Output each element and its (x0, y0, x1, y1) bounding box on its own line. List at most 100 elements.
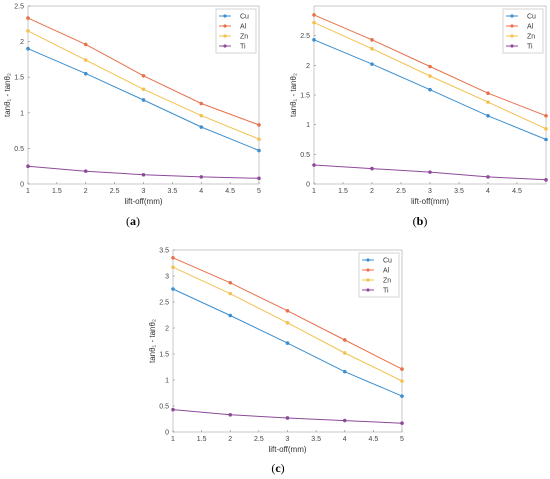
data-point-ti (257, 176, 261, 181)
data-point-zn (199, 113, 204, 118)
x-tick-label: 3.5 (168, 188, 178, 195)
y-tick-label: 2.5 (159, 300, 169, 307)
x-tick-label: 4.5 (512, 188, 522, 195)
data-point-al (285, 309, 290, 313)
data-point-zn (370, 46, 374, 51)
y-tick-label: 2 (165, 326, 169, 333)
x-tick-label: 2 (370, 188, 374, 195)
data-point-ti (486, 175, 490, 179)
data-point-zn (141, 87, 146, 92)
data-point-zn (285, 321, 290, 325)
data-point-zn (26, 29, 30, 33)
data-point-ti (312, 163, 316, 167)
legend-label-cu: Cu (383, 258, 392, 265)
x-axis-label: lift-off(mm) (124, 197, 162, 206)
y-tick-label: 0.5 (300, 152, 310, 159)
panel-caption: (b) (413, 214, 428, 228)
x-tick-label: 2.5 (396, 188, 406, 195)
data-point-ti (83, 169, 88, 173)
legend: Cu Al Zn Ti (215, 8, 257, 54)
x-tick-label: 1.5 (52, 188, 62, 195)
data-point-cu (199, 125, 204, 129)
legend-label-al: Al (240, 24, 247, 31)
data-point-al (370, 38, 374, 42)
data-point-zn (83, 58, 88, 62)
legend-label-ti: Ti (527, 44, 533, 51)
y-tick-label: 0 (20, 182, 24, 189)
y-axis-label: tanθ₁ - tanθ₂ (289, 73, 298, 117)
chart-panel-b: 1 1.5 2 2.5 3 3.5 4 4.5 0 0.5 1 1.5 2 2.5 lift-off(mm)… (289, 5, 548, 228)
x-tick-label: 4 (343, 436, 347, 443)
data-point-ti (370, 166, 374, 171)
legend-label-ti: Ti (383, 288, 389, 295)
y-tick-label: 1 (20, 110, 24, 117)
y-axis-label: tanθ₁ - tanθ₂ (148, 319, 157, 363)
legend-marker-ti (366, 288, 370, 292)
data-point-ti (171, 407, 175, 412)
y-tick-label: 3.5 (159, 248, 169, 255)
data-point-ti (428, 170, 432, 174)
data-point-ti (342, 418, 347, 423)
panel-caption: (c) (271, 461, 284, 475)
data-point-zn (312, 20, 316, 25)
chart-panel-c: 1 1.5 2 2.5 3 3.5 4 4.5 5 0 0.5 1 1.5 2 2.5 3 3.5 lift-of… (148, 248, 404, 476)
data-point-al (400, 367, 404, 371)
data-point-al (228, 280, 233, 285)
data-point-cu (312, 38, 316, 42)
data-point-al (83, 42, 88, 47)
x-tick-label: 1.5 (197, 436, 207, 443)
y-tick-label: 0 (306, 182, 310, 189)
x-tick-label: 2.5 (110, 188, 120, 195)
data-point-al (312, 13, 316, 17)
x-tick-label: 1 (312, 188, 316, 195)
legend-label-zn: Zn (527, 34, 535, 41)
data-point-zn (428, 74, 432, 78)
data-point-cu (257, 148, 261, 153)
x-axis-label: lift-off(mm) (411, 197, 449, 206)
x-tick-label: 5 (257, 188, 261, 195)
y-axis-label: tanθ₁ - tanθ₂ (3, 73, 12, 117)
x-tick-label: 1.5 (338, 188, 348, 195)
legend-marker-cu (510, 14, 514, 18)
x-tick-label: 3 (142, 188, 146, 195)
data-point-al (342, 338, 347, 342)
x-tick-label: 4 (486, 188, 490, 195)
data-point-zn (544, 127, 548, 131)
legend-label-zn: Zn (383, 278, 391, 285)
data-point-ti (544, 178, 548, 182)
y-tick-label: 1 (165, 378, 169, 385)
data-point-cu (141, 98, 146, 102)
legend: Cu Al Zn Ti (502, 8, 544, 54)
data-point-al (199, 101, 204, 106)
y-tick-label: 2 (20, 39, 24, 46)
data-point-al (171, 255, 175, 260)
data-point-al (26, 16, 30, 20)
data-point-cu (285, 341, 290, 345)
x-tick-label: 2 (84, 188, 88, 195)
legend-marker-ti (223, 44, 227, 48)
x-tick-label: 4 (199, 188, 203, 195)
legend: Cu Al Zn Ti (358, 252, 400, 298)
x-tick-label: 2 (228, 436, 232, 443)
data-point-zn (342, 351, 347, 355)
data-point-al (257, 123, 261, 127)
data-point-al (486, 91, 490, 96)
data-point-cu (342, 369, 347, 374)
data-point-zn (171, 265, 175, 269)
x-axis-label: lift-off(mm) (268, 445, 306, 454)
data-point-cu (83, 71, 88, 76)
chart-panel-a: 1 1.5 2 2.5 3 3.5 4 4.5 5 0 0.5 1 1.5 2 2.5 lift-off(mm… (3, 4, 261, 229)
x-tick-label: 4.5 (369, 436, 379, 443)
y-tick-label: 0 (165, 430, 169, 437)
legend-marker-ti (510, 44, 514, 48)
data-point-ti (141, 172, 146, 177)
data-point-cu (228, 313, 233, 318)
data-point-ti (199, 175, 204, 179)
y-tick-label: 3 (165, 274, 169, 281)
y-tick-label: 2 (306, 63, 310, 70)
legend-marker-zn (510, 34, 514, 38)
legend-marker-cu (366, 258, 370, 262)
x-tick-label: 3 (286, 436, 290, 443)
x-tick-label: 4.5 (225, 188, 235, 195)
